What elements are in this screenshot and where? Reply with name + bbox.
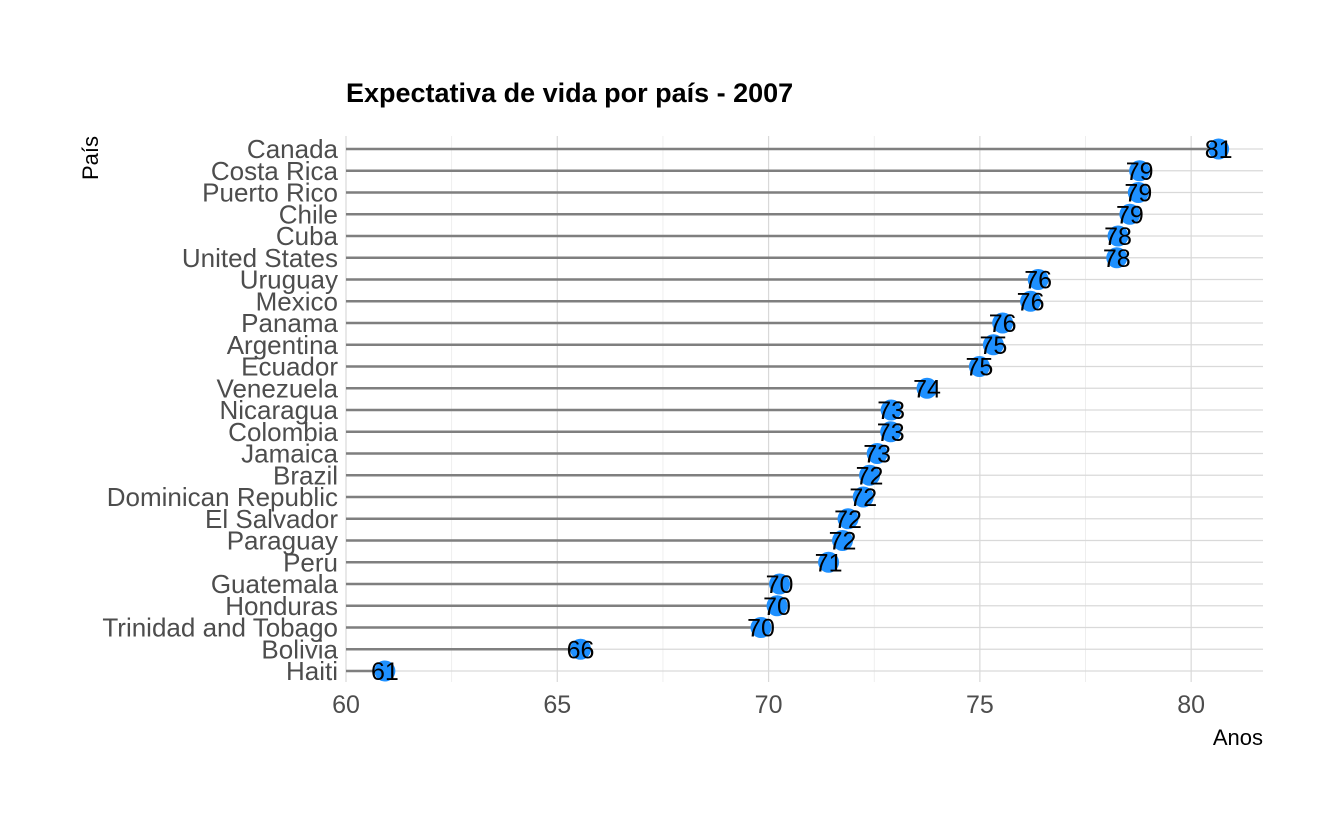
x-tick-label: 65: [543, 691, 571, 719]
category-label: Bolivia: [261, 634, 338, 664]
category-label: Nicaragua: [219, 395, 338, 425]
lollipop-point: [859, 464, 881, 486]
data-label: 76: [1024, 267, 1052, 295]
y-axis-label: País: [78, 136, 103, 180]
x-tick-label: 75: [966, 691, 994, 719]
data-label: 79: [1126, 158, 1154, 186]
data-label: 75: [979, 332, 1007, 360]
category-label: Jamaica: [241, 439, 338, 469]
lollipop-point: [1208, 138, 1230, 160]
category-label: Mexico: [256, 286, 338, 316]
category-label: Costa Rica: [211, 156, 339, 186]
data-label: 78: [1103, 245, 1131, 273]
category-label: Brazil: [273, 460, 338, 490]
lollipop-point: [1027, 269, 1049, 290]
data-label: 78: [1104, 223, 1132, 251]
lollipop-point: [1129, 160, 1151, 182]
lollipop-point: [982, 334, 1004, 356]
data-label: 66: [567, 636, 595, 664]
category-label: Guatemala: [211, 569, 339, 599]
lollipop-point: [880, 399, 902, 421]
data-label: 73: [863, 441, 891, 469]
lollipop-point: [866, 443, 888, 464]
category-label: Uruguay: [240, 265, 338, 295]
lollipop-point: [1020, 290, 1042, 312]
data-labels: 8179797978787676767575747373737272727271…: [371, 136, 1233, 686]
lollipop-point: [374, 660, 396, 682]
category-label: Panama: [241, 308, 338, 338]
lollipop-point: [1106, 247, 1128, 269]
lollipop-point: [1119, 203, 1141, 225]
lollipop-point: [968, 356, 990, 377]
data-label: 74: [913, 375, 941, 403]
category-label: Cuba: [276, 221, 339, 251]
data-label: 71: [815, 549, 843, 577]
lollipop-point: [837, 508, 859, 530]
data-label: 81: [1205, 136, 1233, 164]
category-label: Peru: [283, 547, 338, 577]
category-label: United States: [182, 243, 338, 273]
lollipop-point: [992, 312, 1014, 334]
data-label: 72: [829, 528, 857, 556]
x-tick-labels: 60 65 70 75 80: [332, 691, 1205, 719]
lollipop-point: [852, 486, 874, 508]
data-label: 73: [877, 419, 905, 447]
data-label: 73: [877, 397, 905, 425]
data-label: 79: [1116, 201, 1144, 229]
data-label: 75: [966, 354, 994, 382]
data-label: 72: [856, 462, 884, 490]
data-label: 70: [763, 593, 791, 621]
lollipop-point: [750, 617, 772, 638]
category-label: Argentina: [227, 330, 339, 360]
category-label: Chile: [279, 199, 338, 229]
data-label: 76: [1017, 288, 1045, 316]
data-label: 76: [989, 310, 1017, 338]
category-label: Paraguay: [227, 526, 338, 556]
data-label: 70: [747, 615, 775, 643]
x-tick-label: 80: [1177, 691, 1205, 719]
lollipop-point: [769, 573, 791, 595]
lollipop-point: [832, 530, 854, 551]
lollipop-point: [880, 421, 902, 443]
category-label: El Salvador: [205, 504, 338, 534]
category-label: Colombia: [228, 417, 338, 447]
category-label: Canada: [247, 134, 339, 164]
chart-title: Expectativa de vida por país - 2007: [346, 78, 793, 108]
category-label: Ecuador: [241, 352, 338, 382]
data-label: 72: [849, 484, 877, 512]
x-tick-label: 60: [332, 691, 360, 719]
points: [374, 138, 1230, 682]
data-label: 79: [1124, 180, 1152, 208]
x-axis-label: Anos: [1213, 725, 1263, 750]
stems: [346, 147, 1219, 673]
data-label: 70: [766, 571, 794, 599]
data-label: 61: [371, 658, 399, 686]
category-label: Venezuela: [217, 373, 339, 403]
category-label: Dominican Republic: [107, 482, 338, 512]
lollipop-point: [916, 377, 938, 399]
lollipop-point: [818, 551, 840, 573]
category-label: Puerto Rico: [202, 178, 338, 208]
category-label: Haiti: [286, 656, 338, 686]
lollipop-point: [1107, 225, 1129, 247]
category-label: Trinidad and Tobago: [102, 613, 338, 643]
category-label: Honduras: [225, 591, 338, 621]
lollipop-point: [766, 595, 788, 617]
data-label: 72: [834, 506, 862, 534]
lollipop-point: [1127, 182, 1149, 203]
lollipop-point: [570, 638, 592, 660]
x-tick-label: 70: [755, 691, 783, 719]
